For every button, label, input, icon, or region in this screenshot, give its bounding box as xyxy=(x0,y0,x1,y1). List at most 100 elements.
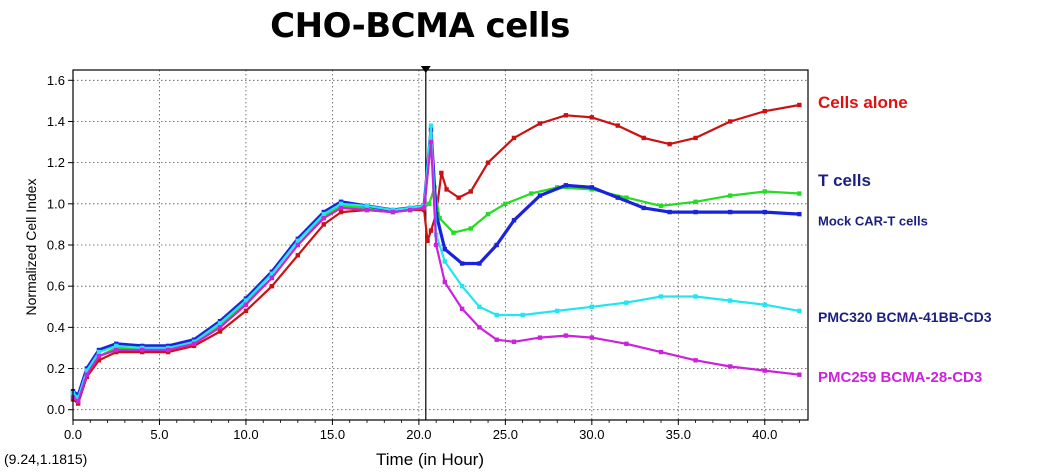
data-point xyxy=(295,242,301,248)
series-label: PMC259 BCMA-28-CD3 xyxy=(818,369,982,386)
y-tick-label: 1.4 xyxy=(47,114,65,129)
data-point xyxy=(477,304,482,309)
data-point xyxy=(459,306,465,312)
data-point xyxy=(477,261,482,266)
y-tick-label: 0.6 xyxy=(47,279,65,294)
data-point xyxy=(658,294,664,299)
data-point xyxy=(75,399,81,404)
data-point xyxy=(321,222,326,227)
data-point xyxy=(693,199,698,204)
data-point xyxy=(537,335,543,340)
data-point xyxy=(797,308,802,314)
data-point xyxy=(693,209,698,215)
series-label: Cells alone xyxy=(818,93,908,112)
data-point xyxy=(667,141,672,147)
series-label: Mock CAR-T cells xyxy=(818,213,928,228)
data-point xyxy=(114,347,119,353)
data-point xyxy=(428,139,434,145)
data-point xyxy=(96,349,102,355)
data-point xyxy=(442,246,448,252)
data-point xyxy=(243,302,249,307)
data-point xyxy=(364,203,370,209)
data-point xyxy=(589,115,595,120)
data-point xyxy=(511,135,517,141)
data-point xyxy=(563,333,569,338)
x-tick-label: 20.0 xyxy=(406,427,431,442)
data-point xyxy=(667,209,672,215)
data-point xyxy=(485,160,491,165)
data-point xyxy=(456,195,461,200)
data-point xyxy=(321,216,326,221)
series-label: PMC320 BCMA-41BB-CD3 xyxy=(818,309,992,325)
data-point xyxy=(511,218,517,223)
data-point xyxy=(727,119,733,124)
data-point xyxy=(727,364,733,369)
x-tick-label: 10.0 xyxy=(233,427,258,442)
data-point xyxy=(439,170,444,176)
data-point xyxy=(762,368,767,373)
data-point xyxy=(727,209,733,215)
data-point xyxy=(641,135,646,141)
data-point xyxy=(624,300,629,305)
data-point xyxy=(693,135,698,141)
data-point xyxy=(139,347,145,353)
data-point xyxy=(727,298,733,303)
data-point xyxy=(529,191,534,196)
data-point xyxy=(762,189,767,194)
data-point xyxy=(511,339,517,344)
y-tick-label: 1.2 xyxy=(47,155,65,170)
data-point xyxy=(477,325,482,330)
data-point xyxy=(295,253,301,258)
x-tick-label: 0.0 xyxy=(64,427,82,442)
data-point xyxy=(217,321,223,326)
data-point xyxy=(243,298,249,303)
data-point xyxy=(624,195,629,200)
data-point xyxy=(421,205,427,211)
data-point xyxy=(563,183,569,188)
data-point xyxy=(114,343,119,349)
data-point xyxy=(269,275,275,281)
data-point xyxy=(442,279,448,285)
data-point xyxy=(269,271,275,277)
data-point xyxy=(217,325,223,330)
data-point xyxy=(468,226,473,231)
data-point xyxy=(762,209,767,215)
data-point xyxy=(433,242,439,248)
data-point xyxy=(96,353,102,359)
data-point xyxy=(537,121,543,126)
data-point xyxy=(615,195,620,200)
y-tick-label: 0.4 xyxy=(47,320,65,335)
data-point xyxy=(191,341,197,347)
data-point xyxy=(428,228,434,233)
data-point xyxy=(641,205,646,211)
data-point xyxy=(658,203,664,209)
data-point xyxy=(624,341,629,347)
data-point xyxy=(84,368,90,373)
data-point xyxy=(459,283,465,289)
x-tick-label: 35.0 xyxy=(666,427,691,442)
data-point xyxy=(494,312,499,318)
y-tick-label: 0.2 xyxy=(47,361,65,376)
data-point xyxy=(338,205,344,211)
data-point xyxy=(589,335,595,340)
data-point xyxy=(555,308,560,314)
data-point xyxy=(269,283,275,289)
data-point xyxy=(459,261,465,266)
data-point xyxy=(589,185,595,190)
data-point xyxy=(390,209,396,215)
data-point xyxy=(727,193,733,198)
data-point xyxy=(444,187,449,192)
x-tick-label: 40.0 xyxy=(752,427,777,442)
data-point xyxy=(485,211,491,217)
x-tick-label: 15.0 xyxy=(320,427,345,442)
data-point xyxy=(364,207,370,213)
data-point xyxy=(295,238,301,244)
data-point xyxy=(797,372,802,377)
plot-frame xyxy=(72,69,809,421)
data-point xyxy=(96,358,102,363)
data-point xyxy=(503,201,508,207)
y-tick-label: 1.6 xyxy=(47,73,65,88)
data-point xyxy=(75,395,81,400)
data-point xyxy=(693,358,698,363)
y-tick-label: 0.0 xyxy=(47,402,65,417)
